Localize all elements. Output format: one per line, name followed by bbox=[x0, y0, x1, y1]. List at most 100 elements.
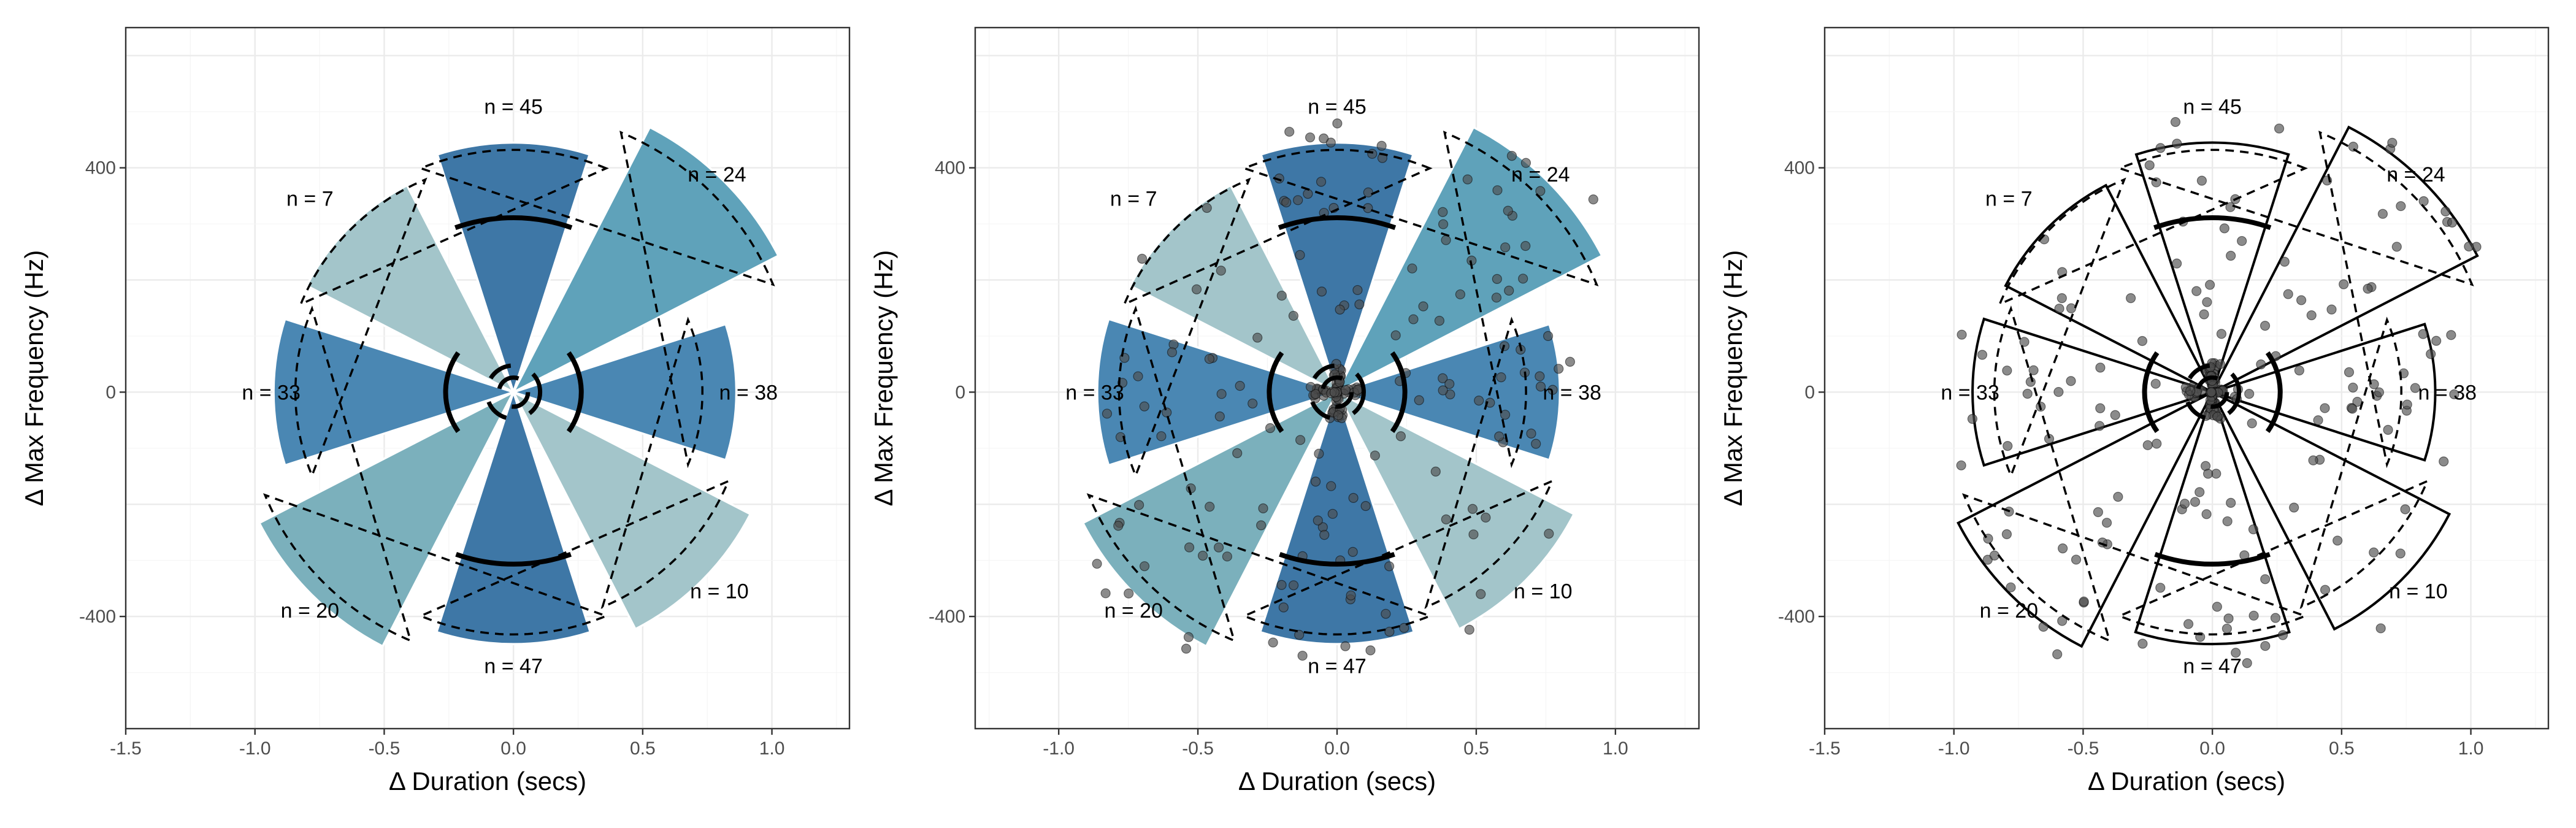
data-point bbox=[1365, 645, 1376, 656]
data-point bbox=[2431, 335, 2442, 346]
y-tick-label: 0 bbox=[955, 382, 965, 402]
rose-sector bbox=[1129, 183, 1340, 395]
data-point bbox=[2348, 382, 2358, 393]
data-point bbox=[2066, 303, 2077, 313]
rose-sector bbox=[2134, 388, 2291, 646]
data-point bbox=[1347, 546, 1358, 557]
rose-sector bbox=[511, 389, 752, 631]
data-point bbox=[2391, 242, 2402, 252]
data-point bbox=[2447, 217, 2458, 228]
data-point bbox=[2256, 359, 2266, 370]
data-point bbox=[1430, 466, 1441, 477]
data-point bbox=[2326, 304, 2337, 315]
data-point bbox=[1310, 389, 1321, 399]
data-point bbox=[1305, 132, 1316, 143]
rose-sector bbox=[1957, 389, 2215, 648]
data-point bbox=[1332, 118, 1343, 129]
data-point bbox=[1414, 395, 1424, 405]
data-point bbox=[1494, 431, 1505, 442]
data-point bbox=[2464, 241, 2474, 252]
rose-sector bbox=[2134, 141, 2290, 396]
data-point bbox=[1329, 387, 1340, 397]
data-point bbox=[1335, 304, 1345, 315]
mean-arc bbox=[454, 215, 573, 231]
y-tick-label: 400 bbox=[85, 158, 116, 178]
data-point bbox=[1956, 460, 1966, 470]
data-point bbox=[1547, 385, 1558, 395]
data-point bbox=[1535, 371, 1545, 381]
data-point bbox=[1438, 385, 1448, 396]
data-point bbox=[1352, 285, 1363, 296]
data-point bbox=[2006, 582, 2016, 592]
data-point bbox=[2219, 223, 2229, 234]
data-point bbox=[2101, 518, 2112, 528]
mean-arc bbox=[1279, 551, 1395, 567]
sector-count-label: n = 7 bbox=[286, 187, 334, 210]
mean-arc bbox=[1278, 215, 1397, 231]
data-point bbox=[1544, 529, 1554, 539]
data-point bbox=[2247, 418, 2257, 429]
x-tick-label: -1.0 bbox=[239, 738, 271, 759]
data-point bbox=[2333, 535, 2343, 546]
data-point bbox=[1248, 398, 1258, 409]
data-point bbox=[2137, 638, 2148, 649]
rose-sector bbox=[272, 317, 517, 467]
rose-sector bbox=[2004, 183, 2215, 395]
data-point bbox=[2170, 117, 2181, 128]
data-point bbox=[2002, 366, 2012, 376]
rose-sector bbox=[305, 183, 516, 395]
sector-count-label: n = 47 bbox=[1308, 655, 1366, 678]
data-point bbox=[1313, 515, 1323, 526]
data-point bbox=[2095, 421, 2105, 431]
data-point bbox=[2374, 387, 2385, 397]
data-point bbox=[1258, 503, 1268, 513]
data-point bbox=[1588, 194, 1598, 205]
x-axis-title: Δ Duration (secs) bbox=[389, 767, 586, 795]
data-point bbox=[1407, 263, 1417, 274]
data-point bbox=[1202, 202, 1212, 213]
rose-panel-filled: n = 45 n = 24 n = 38 n = 10 n = 47 n = 20 n = … bbox=[20, 26, 851, 795]
data-point bbox=[2387, 137, 2398, 148]
rose-sector bbox=[1259, 388, 1416, 645]
data-point bbox=[1348, 493, 1359, 503]
x-tick-label: -0.5 bbox=[1182, 738, 1214, 759]
x-tick-label: 0.0 bbox=[500, 738, 526, 759]
data-point bbox=[2320, 585, 2331, 595]
data-point bbox=[2057, 293, 2067, 304]
data-point bbox=[2344, 367, 2355, 377]
data-point bbox=[2283, 289, 2293, 299]
data-point bbox=[2400, 504, 2410, 515]
data-point bbox=[1565, 356, 1575, 367]
data-point bbox=[1156, 431, 1167, 442]
sector-count-label: n = 24 bbox=[2386, 163, 2445, 186]
mean-arc bbox=[2153, 215, 2272, 231]
data-point bbox=[2221, 623, 2232, 634]
data-point bbox=[2196, 175, 2207, 186]
data-point bbox=[2110, 410, 2120, 420]
data-point bbox=[1500, 242, 1511, 253]
data-point bbox=[1367, 148, 1378, 159]
x-axis-title: Δ Duration (secs) bbox=[2088, 767, 2285, 795]
data-point bbox=[1455, 289, 1465, 300]
x-tick-label: -0.5 bbox=[369, 738, 401, 759]
data-point bbox=[1346, 590, 1356, 600]
sector-count-label: n = 24 bbox=[688, 163, 746, 186]
sector-count-label: n = 7 bbox=[1110, 187, 1157, 210]
data-point bbox=[2155, 143, 2166, 153]
data-point bbox=[1327, 508, 1338, 519]
data-point bbox=[1294, 629, 1305, 640]
data-point bbox=[2152, 439, 2162, 449]
data-point bbox=[2058, 543, 2068, 554]
data-point bbox=[1326, 481, 1336, 491]
x-tick-label: 0.0 bbox=[1324, 738, 1350, 759]
data-point bbox=[1957, 329, 1967, 340]
data-point bbox=[2113, 491, 2123, 502]
data-point bbox=[1222, 551, 1232, 562]
data-point bbox=[1434, 315, 1444, 326]
mean-arc bbox=[2142, 351, 2160, 433]
y-axis-title: Δ Max Frequency (Hz) bbox=[869, 250, 898, 507]
data-point bbox=[1295, 250, 1305, 260]
mean-arc bbox=[1267, 351, 1284, 433]
data-point bbox=[1395, 431, 1406, 442]
data-point bbox=[1340, 385, 1351, 396]
